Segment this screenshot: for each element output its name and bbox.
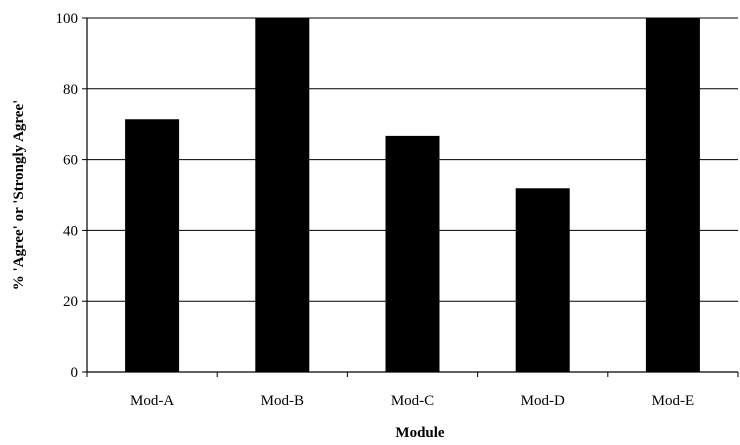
y-tick-label: 0 <box>71 365 79 381</box>
bar-mod-a <box>125 119 180 372</box>
bar-mod-d <box>515 188 570 372</box>
bars <box>125 18 700 372</box>
x-tick-label: Mod-B <box>261 393 304 409</box>
y-tick-label: 40 <box>63 223 78 239</box>
y-tick-labels: 0 20 40 60 80 100 <box>56 11 79 381</box>
y-tick-label: 100 <box>56 11 79 27</box>
y-axis-title: % 'Agree' or 'Strongly Agree' <box>11 100 27 291</box>
y-tick-label: 80 <box>63 82 78 98</box>
y-tick-label: 60 <box>63 153 78 169</box>
x-tick-label: Mod-A <box>130 393 174 409</box>
bar-mod-c <box>385 135 440 372</box>
x-tick-label: Mod-C <box>391 393 434 409</box>
y-tick-label: 20 <box>63 294 78 310</box>
x-tick-labels: Mod-A Mod-B Mod-C Mod-D Mod-E <box>130 393 694 409</box>
x-tick-label: Mod-E <box>652 393 695 409</box>
x-tick-label: Mod-D <box>521 393 565 409</box>
axes <box>82 17 739 377</box>
bar-mod-e <box>645 18 700 372</box>
bar-mod-b <box>255 18 310 372</box>
x-axis-title: Module <box>395 425 445 440</box>
